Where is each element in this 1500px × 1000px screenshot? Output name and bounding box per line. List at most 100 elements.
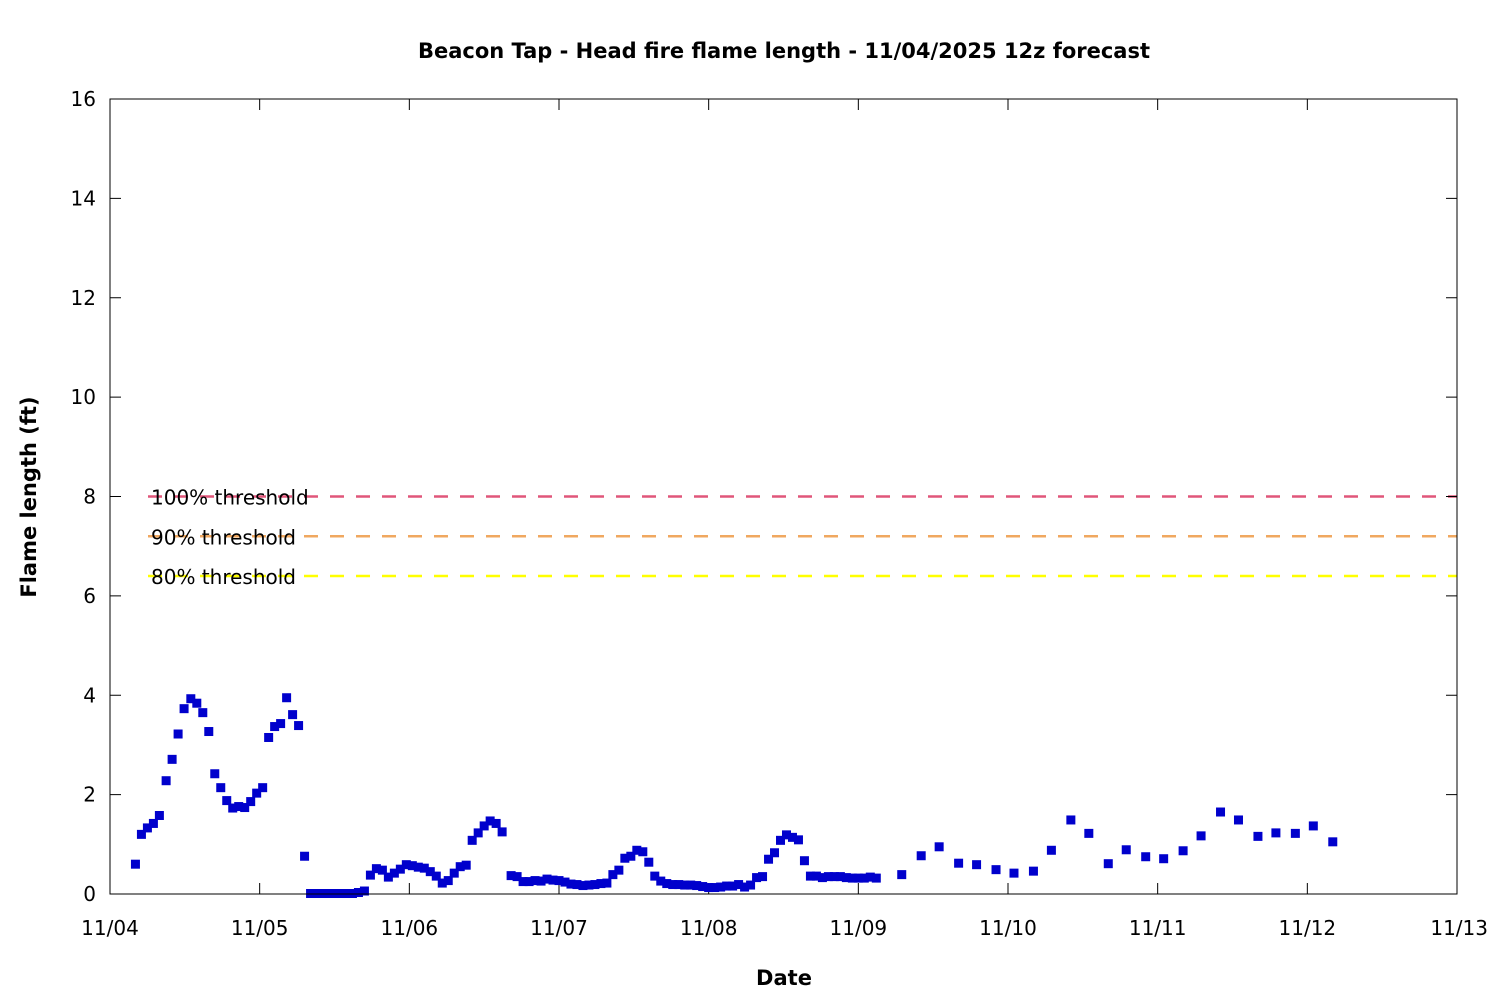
y-tick-label: 2 [83, 783, 96, 807]
data-point [1196, 831, 1206, 841]
data-point [972, 860, 982, 870]
data-point [1046, 845, 1056, 855]
data-point [192, 698, 202, 708]
data-point [548, 875, 558, 885]
data-point [154, 810, 164, 820]
data-point [560, 877, 570, 887]
data-point [252, 788, 262, 798]
data-point [632, 845, 642, 855]
data-point [722, 881, 732, 891]
threshold-layer: 100% threshold 90% threshold 80% threshold [148, 486, 1457, 589]
data-point [716, 882, 726, 892]
y-tick-label: 10 [71, 385, 96, 409]
data-point [602, 878, 612, 888]
data-point [161, 776, 171, 786]
x-tick-label: 11/11 [1129, 916, 1187, 940]
data-point [650, 871, 660, 881]
data-point [805, 871, 815, 881]
threshold-label: 100% threshold [151, 486, 309, 510]
data-point [787, 832, 797, 842]
data-point [389, 868, 399, 878]
data-point [1066, 815, 1076, 825]
data-point [142, 823, 152, 833]
data-point [823, 872, 833, 882]
data-point [764, 854, 774, 864]
data-point [1308, 821, 1318, 831]
data-point [512, 872, 522, 882]
data-point [758, 872, 768, 882]
x-tick-label: 11/07 [530, 916, 588, 940]
data-point [222, 796, 232, 806]
data-point [276, 719, 286, 729]
data-point [584, 880, 594, 890]
data-point [734, 880, 744, 890]
data-point [916, 851, 926, 861]
x-tick-label: 11/10 [979, 916, 1037, 940]
data-point [1009, 868, 1019, 878]
data-point [359, 886, 369, 896]
data-point [136, 829, 146, 839]
y-axis-label: Flame length (ft) [17, 396, 41, 597]
data-point [865, 872, 875, 882]
tick-layer: 0 2 4 6 8 10 12 14 16 11/04 11/05 11/06 11/07 11/08 11… [71, 87, 1488, 940]
data-point [130, 859, 140, 869]
data-point [518, 877, 528, 887]
data-point [829, 872, 839, 882]
data-point [497, 827, 507, 837]
data-point [835, 872, 845, 882]
x-tick-label: 11/04 [81, 916, 139, 940]
data-point [710, 883, 720, 893]
data-point [461, 860, 471, 870]
data-point [449, 868, 459, 878]
data-point [781, 830, 791, 840]
data-point [776, 835, 786, 845]
data-point [506, 871, 516, 881]
data-point [371, 864, 381, 874]
data-point [377, 865, 387, 875]
data-point [473, 828, 483, 838]
data-point [698, 882, 708, 892]
data-point [216, 783, 226, 793]
data-point [847, 873, 857, 883]
data-point [1233, 815, 1243, 825]
data-point [704, 883, 714, 893]
y-tick-label: 0 [83, 882, 96, 906]
data-point [1141, 852, 1151, 862]
x-tick-label: 11/08 [680, 916, 738, 940]
data-point [234, 802, 244, 812]
data-point [173, 729, 183, 739]
y-tick-label: 4 [83, 683, 96, 707]
data-point [1290, 828, 1300, 838]
data-point [674, 880, 684, 890]
data-point [793, 835, 803, 845]
data-point [644, 857, 654, 867]
data-point [991, 865, 1001, 875]
data-point [572, 880, 582, 890]
data-point [934, 842, 944, 852]
data-point [770, 848, 780, 858]
data-point [740, 882, 750, 892]
data-point [1178, 846, 1188, 856]
data-point [626, 851, 636, 861]
data-point [590, 880, 600, 890]
data-point [1216, 807, 1226, 817]
data-point [437, 878, 447, 888]
threshold-label: 90% threshold [151, 525, 296, 549]
data-points [130, 693, 1338, 899]
data-point [656, 876, 666, 886]
data-point [1328, 837, 1338, 847]
data-point [1253, 831, 1263, 841]
data-point [228, 803, 238, 813]
data-point [258, 783, 268, 793]
data-point [1084, 828, 1094, 838]
data-point [1028, 866, 1038, 876]
y-tick-label: 16 [71, 87, 96, 111]
data-point [240, 803, 250, 813]
data-point [198, 708, 208, 718]
data-point [425, 867, 435, 877]
data-point [578, 881, 588, 891]
data-point [728, 881, 738, 891]
data-point [1271, 828, 1281, 838]
x-tick-label: 11/12 [1279, 916, 1337, 940]
